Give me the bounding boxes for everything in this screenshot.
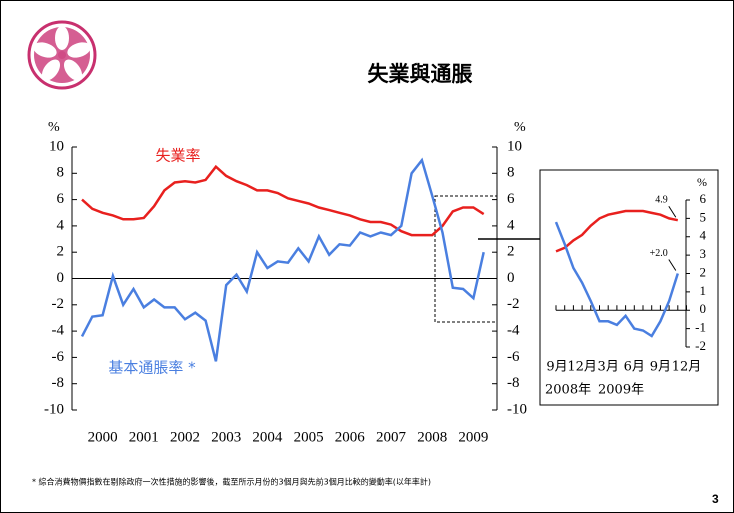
y2-tick-label: 10 <box>507 138 522 154</box>
y-tick-label: -8 <box>52 375 65 391</box>
page-number: 3 <box>712 492 719 506</box>
y-tick-label: 4 <box>57 217 65 233</box>
inset-year-label: 2009年 <box>598 383 644 398</box>
inset-series-line <box>555 209 679 253</box>
x-tick-label: 2001 <box>129 429 159 445</box>
y2-tick-label: 2 <box>507 244 515 260</box>
y-tick-label: 2 <box>57 244 65 260</box>
logo <box>27 20 97 90</box>
inset-year-label: 2008年 <box>545 383 591 398</box>
x-tick-label: 2002 <box>170 429 200 445</box>
x-tick-label: 2009 <box>458 429 488 445</box>
y2-tick-label: 8 <box>507 165 515 181</box>
x-tick-label: 2005 <box>294 429 324 445</box>
inset-y-tick-label: -2 <box>695 338 706 353</box>
inset-series-line <box>554 221 679 338</box>
inset-x-tick-label: 6月 <box>624 360 645 375</box>
y2-tick-label: 6 <box>507 191 515 207</box>
inset-y-unit: % <box>697 175 707 189</box>
y2-tick-label: -6 <box>507 349 520 365</box>
x-tick-label: 2004 <box>252 429 283 445</box>
series-line <box>80 157 485 362</box>
y-tick-label: 6 <box>57 191 65 207</box>
y2-tick-label: -8 <box>507 375 520 391</box>
x-tick-label: 2008 <box>417 429 447 445</box>
value-label: +2.0 <box>650 248 668 259</box>
x-tick-label: 2006 <box>335 429 366 445</box>
value-label-arrow <box>668 259 677 271</box>
inset-y-tick-label: 5 <box>700 209 707 224</box>
inset-y-tick-label: 3 <box>700 246 707 261</box>
y-tick-label: -10 <box>44 401 64 417</box>
inset-y-tick-label: -1 <box>695 320 706 335</box>
footnote: * 綜合消費物價指數在剔除政府一次性措施的影響後，截至所示月份的3個月與先前3個… <box>32 477 431 487</box>
y2-tick-label: 4 <box>507 217 515 233</box>
value-label: 4.9 <box>655 195 668 206</box>
inset-y-tick-label: 4 <box>700 228 707 243</box>
y-tick-label: 10 <box>49 138 64 154</box>
y2-tick-label: 0 <box>507 270 515 286</box>
series-label: 失業率 <box>155 147 200 165</box>
inset-x-tick-label: 9月 <box>650 360 671 375</box>
x-tick-label: 2000 <box>88 429 118 445</box>
y-tick-label: 0 <box>57 270 65 286</box>
value-label-arrow <box>668 205 677 218</box>
y-tick-label: -4 <box>52 323 65 339</box>
x-tick-label: 2007 <box>376 429 407 445</box>
y-tick-label: 8 <box>57 165 65 181</box>
title: 失業與通脹 <box>368 62 473 86</box>
y2-tick-label: -10 <box>507 401 527 417</box>
y2-tick-label: -2 <box>507 296 520 312</box>
series-line <box>81 164 485 237</box>
inset-y-tick-label: 6 <box>700 191 707 206</box>
inset-x-tick-label: 12月 <box>672 360 702 375</box>
y-tick-label: -6 <box>52 349 65 365</box>
inset-frame <box>539 169 719 406</box>
y2-unit: % <box>514 120 526 135</box>
inset-x-tick-label: 12月 <box>567 360 597 375</box>
y2-tick-label: -4 <box>507 323 520 339</box>
inset-x-tick-label: 3月 <box>598 360 619 375</box>
inset-y-tick-label: 1 <box>700 283 707 298</box>
y-tick-label: -2 <box>52 296 65 312</box>
x-tick-label: 2003 <box>211 429 241 445</box>
series-label: 基本通脹率 * <box>108 359 196 377</box>
inset-x-tick-label: 9月 <box>546 360 567 375</box>
inset-y-tick-label: 0 <box>700 301 707 316</box>
inset-y-tick-label: 2 <box>700 264 707 279</box>
y-unit: % <box>48 120 60 135</box>
